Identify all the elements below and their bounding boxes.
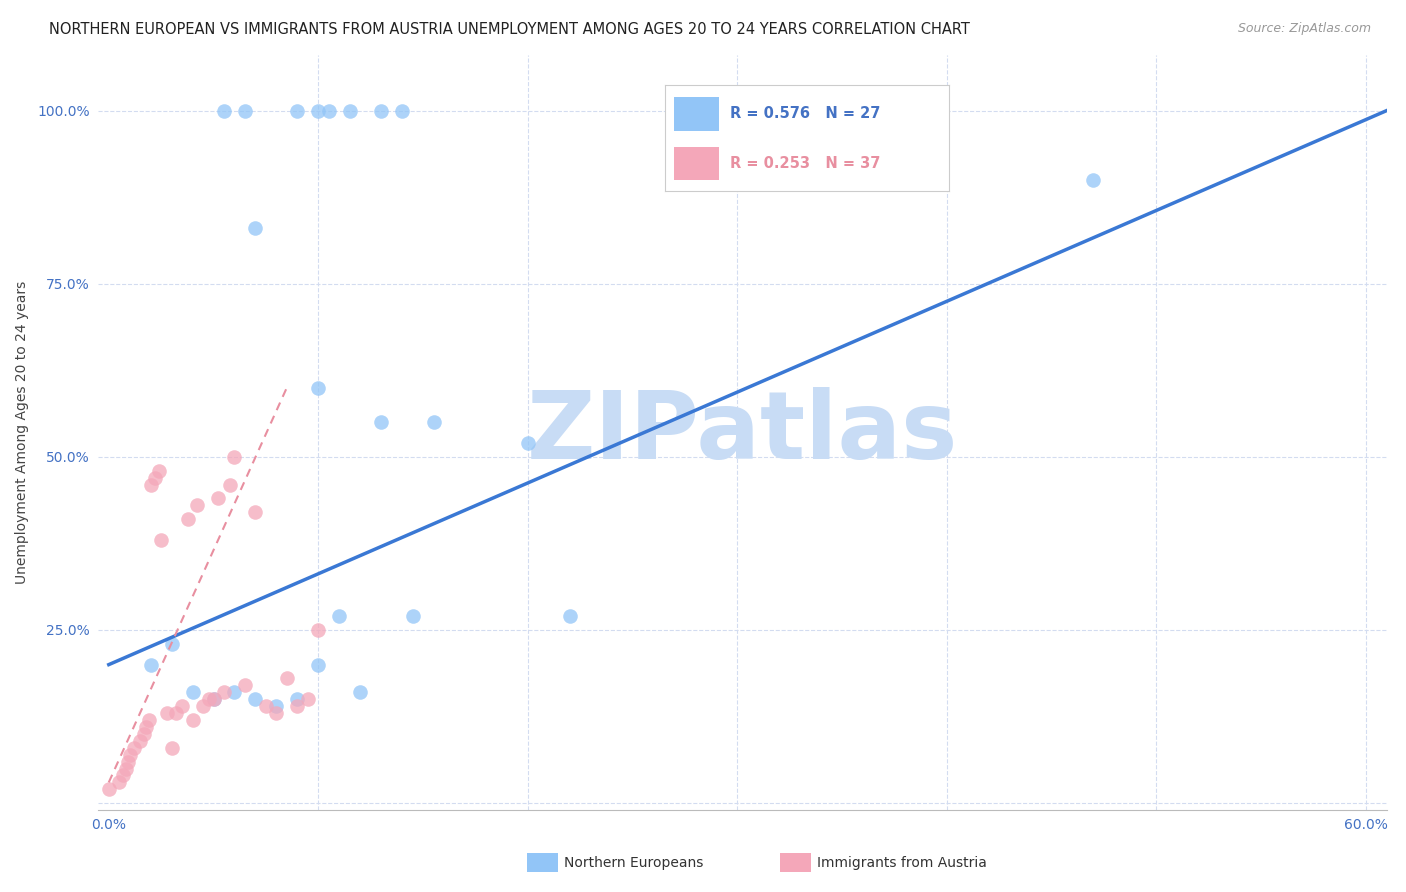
Point bbox=[254, 699, 277, 714]
Point bbox=[198, 692, 221, 706]
Point bbox=[339, 103, 361, 118]
Point bbox=[112, 768, 135, 782]
Point bbox=[516, 436, 538, 450]
Point bbox=[276, 672, 298, 686]
Point bbox=[118, 747, 141, 762]
Point bbox=[143, 470, 166, 484]
Point bbox=[129, 734, 152, 748]
Text: Immigrants from Austria: Immigrants from Austria bbox=[817, 855, 987, 870]
Point bbox=[135, 720, 157, 734]
Point bbox=[202, 692, 225, 706]
Point bbox=[307, 103, 329, 118]
Text: NORTHERN EUROPEAN VS IMMIGRANTS FROM AUSTRIA UNEMPLOYMENT AMONG AGES 20 TO 24 YE: NORTHERN EUROPEAN VS IMMIGRANTS FROM AUS… bbox=[49, 22, 970, 37]
Point bbox=[160, 740, 183, 755]
Point bbox=[117, 755, 139, 769]
Point bbox=[97, 782, 120, 797]
Point bbox=[122, 740, 145, 755]
Point bbox=[148, 464, 170, 478]
Point bbox=[1083, 173, 1105, 187]
Point bbox=[245, 505, 267, 519]
Point bbox=[150, 533, 173, 547]
Point bbox=[401, 609, 423, 624]
Point bbox=[233, 103, 256, 118]
Point bbox=[160, 637, 183, 651]
Point bbox=[156, 706, 179, 720]
Text: ZIPatlas: ZIPatlas bbox=[527, 386, 959, 479]
Point bbox=[370, 103, 392, 118]
Point bbox=[165, 706, 187, 720]
Point bbox=[207, 491, 229, 506]
Point bbox=[370, 415, 392, 429]
Point bbox=[349, 685, 371, 699]
Point bbox=[191, 699, 214, 714]
Point bbox=[181, 713, 204, 727]
Point bbox=[307, 623, 329, 637]
Point bbox=[285, 103, 308, 118]
Point bbox=[297, 692, 319, 706]
Point bbox=[224, 685, 246, 699]
Point bbox=[328, 609, 350, 624]
Point bbox=[212, 685, 235, 699]
Point bbox=[307, 381, 329, 395]
Point bbox=[186, 499, 208, 513]
Point bbox=[202, 692, 225, 706]
Text: Source: ZipAtlas.com: Source: ZipAtlas.com bbox=[1237, 22, 1371, 36]
Point bbox=[224, 450, 246, 464]
Y-axis label: Unemployment Among Ages 20 to 24 years: Unemployment Among Ages 20 to 24 years bbox=[15, 281, 30, 584]
Point bbox=[108, 775, 131, 789]
Point bbox=[139, 477, 162, 491]
Point bbox=[245, 221, 267, 235]
Point bbox=[422, 415, 444, 429]
Point bbox=[233, 678, 256, 692]
Point bbox=[318, 103, 340, 118]
Point bbox=[266, 706, 288, 720]
Point bbox=[285, 692, 308, 706]
Point bbox=[181, 685, 204, 699]
Point bbox=[212, 103, 235, 118]
Point bbox=[114, 762, 136, 776]
Point bbox=[172, 699, 194, 714]
Point bbox=[139, 657, 162, 672]
Text: Northern Europeans: Northern Europeans bbox=[564, 855, 703, 870]
Point bbox=[285, 699, 308, 714]
Point bbox=[266, 699, 288, 714]
Point bbox=[558, 609, 581, 624]
Point bbox=[177, 512, 200, 526]
Point bbox=[138, 713, 160, 727]
Point bbox=[307, 657, 329, 672]
Point bbox=[245, 692, 267, 706]
Point bbox=[391, 103, 413, 118]
Point bbox=[134, 727, 156, 741]
Point bbox=[219, 477, 242, 491]
